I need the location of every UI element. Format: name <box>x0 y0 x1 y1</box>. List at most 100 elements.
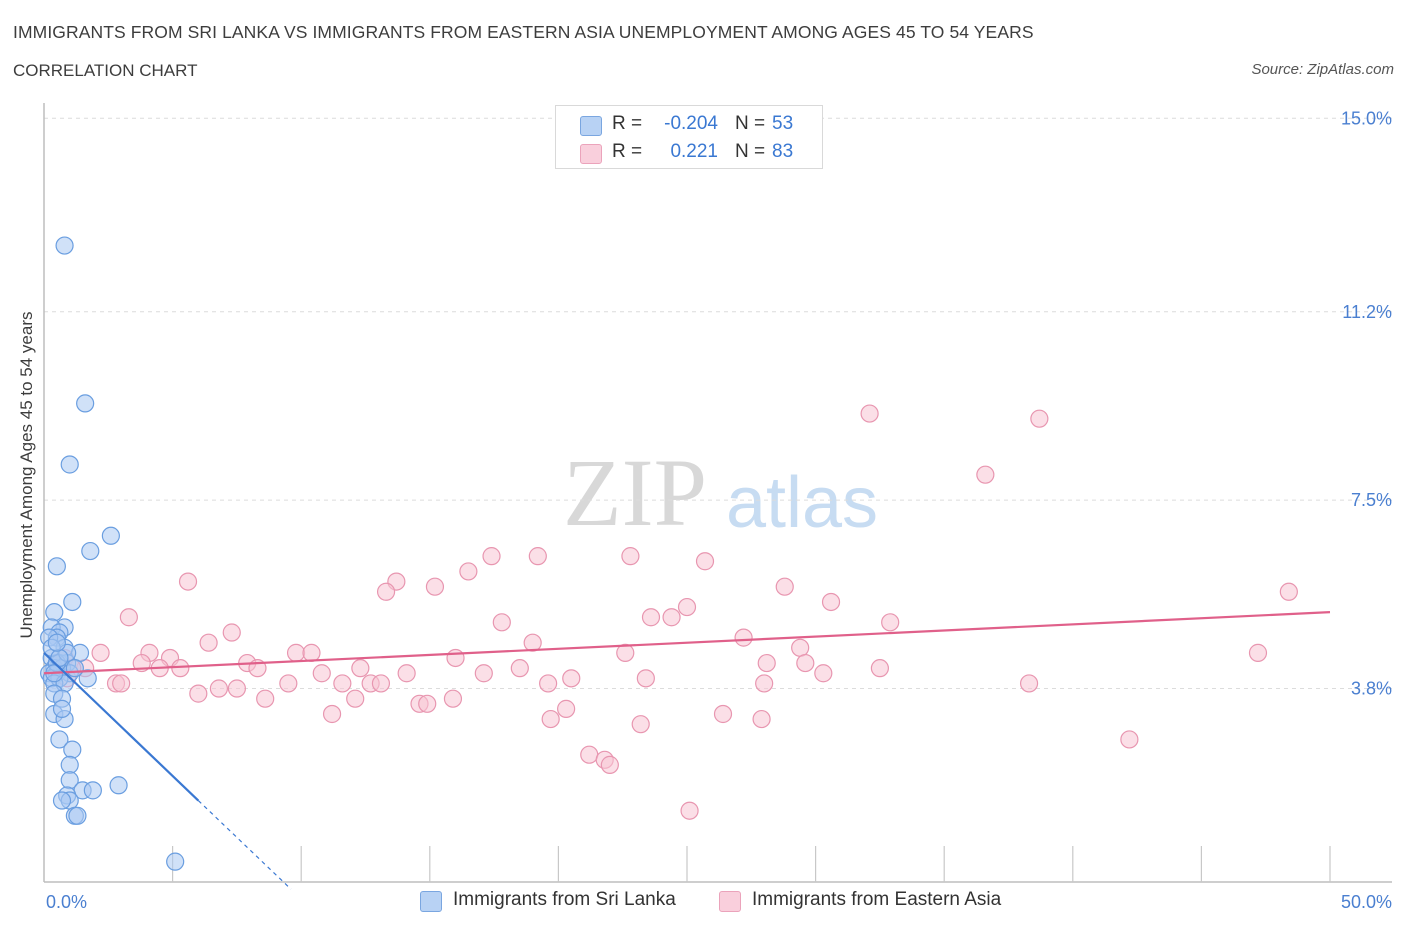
x-minor-ticks <box>172 846 1331 882</box>
bottom-legend-swatch-pink <box>719 891 741 912</box>
legend-n-label: N = <box>735 141 766 162</box>
eastern-asia-point <box>680 801 699 820</box>
eastern-asia-point <box>312 664 331 683</box>
eastern-asia-point <box>752 709 771 729</box>
sri-lanka-point <box>101 526 120 545</box>
bottom-legend-swatch-blue <box>420 891 442 912</box>
watermark: ZIP atlas <box>563 439 878 546</box>
sri-lanka-trendline-extension <box>197 800 292 890</box>
eastern-asia-point <box>662 608 681 627</box>
watermark-zip: ZIP <box>563 439 707 546</box>
sri-lanka-point <box>81 541 100 561</box>
y-tick-label: 15.0% <box>1341 108 1392 128</box>
y-tick-label: 11.2% <box>1342 302 1392 322</box>
sri-lanka-trendline <box>43 652 200 802</box>
sri-lanka-point <box>65 659 84 678</box>
eastern-asia-point <box>557 699 576 718</box>
legend-n-value: 53 <box>772 113 794 134</box>
eastern-asia-point <box>713 704 733 724</box>
x-tick-label-max: 50.0% <box>1341 892 1392 912</box>
correlation-legend: R = -0.204 N = 53 R = 0.221 N = 83 <box>555 105 823 169</box>
eastern-asia-point <box>636 669 655 688</box>
eastern-asia-point <box>695 552 715 571</box>
source-credit: Source: ZipAtlas.com <box>1251 61 1394 78</box>
eastern-asia-point <box>860 404 879 423</box>
eastern-asia-point <box>189 684 208 703</box>
sri-lanka-point <box>76 394 95 413</box>
sri-lanka-point <box>78 669 97 688</box>
trendlines <box>43 611 1331 890</box>
sri-lanka-point <box>60 755 79 774</box>
eastern-asia-point <box>641 608 661 627</box>
sri-lanka-point <box>55 236 74 255</box>
eastern-asia-point <box>616 643 635 662</box>
eastern-asia-point <box>814 664 833 683</box>
y-tick-label: 3.8% <box>1351 679 1392 699</box>
gridlines <box>44 117 1392 690</box>
eastern-asia-point <box>279 674 298 693</box>
eastern-asia-point <box>976 465 995 484</box>
eastern-asia-point <box>482 547 501 566</box>
eastern-asia-point <box>621 547 640 566</box>
eastern-asia-point <box>446 648 465 668</box>
eastern-asia-point <box>222 623 241 642</box>
eastern-asia-point <box>227 679 246 698</box>
y-tick-labels: 3.8% 7.5% 11.2% 15.0% <box>1341 108 1392 698</box>
eastern-asia-point <box>418 694 437 713</box>
eastern-asia-point <box>459 562 478 581</box>
eastern-asia-point <box>322 704 342 724</box>
eastern-asia-point <box>302 643 321 662</box>
bottom-legend-label: Immigrants from Sri Lanka <box>453 889 676 910</box>
sri-lanka-point <box>45 603 64 622</box>
eastern-asia-point <box>256 689 275 708</box>
eastern-asia-point <box>821 592 841 612</box>
eastern-asia-point <box>1248 643 1268 662</box>
eastern-asia-point <box>757 653 776 673</box>
sri-lanka-point <box>166 852 185 871</box>
sri-lanka-point <box>60 455 79 474</box>
eastern-asia-point <box>796 653 815 673</box>
eastern-asia-point <box>677 597 697 617</box>
eastern-asia-point <box>351 659 370 678</box>
legend-r-label: R = <box>612 113 643 134</box>
y-tick-label: 7.5% <box>1351 490 1392 510</box>
legend-n-label: N = <box>735 113 766 134</box>
legend-n-value: 83 <box>772 141 794 162</box>
eastern-asia-point <box>755 674 774 693</box>
sri-lanka-point <box>68 806 87 825</box>
legend-r-value: 0.221 <box>670 141 718 162</box>
eastern-asia-point <box>376 582 396 601</box>
eastern-asia-point <box>178 572 198 591</box>
sri-lanka-point <box>63 740 82 759</box>
eastern-asia-point <box>443 689 463 708</box>
eastern-asia-point <box>209 679 228 698</box>
eastern-asia-point <box>112 674 131 693</box>
eastern-asia-point <box>775 577 794 596</box>
eastern-asia-point <box>371 674 391 693</box>
legend-r-label: R = <box>612 141 643 162</box>
chart-title: IMMIGRANTS FROM SRI LANKA VS IMMIGRANTS … <box>13 22 1034 42</box>
eastern-asia-point <box>510 659 529 678</box>
eastern-asia-point <box>333 674 352 693</box>
eastern-asia-point <box>541 709 560 729</box>
sri-lanka-point <box>50 648 69 668</box>
sri-lanka-point <box>52 699 72 718</box>
eastern-asia-point <box>870 659 890 678</box>
sri-lanka-points <box>40 236 185 871</box>
eastern-asia-point <box>1030 409 1049 428</box>
eastern-asia-point <box>199 633 218 652</box>
eastern-asia-point <box>91 643 110 662</box>
x-tick-label-min: 0.0% <box>46 892 87 912</box>
eastern-asia-point <box>492 613 511 632</box>
sri-lanka-point <box>50 730 69 749</box>
eastern-asia-point <box>734 628 753 647</box>
eastern-asia-point <box>286 643 306 662</box>
eastern-asia-point <box>474 664 493 683</box>
eastern-asia-point <box>171 659 190 678</box>
eastern-asia-point <box>1279 582 1298 601</box>
chart-subtitle: CORRELATION CHART <box>13 61 198 80</box>
eastern-asia-point <box>425 577 445 596</box>
eastern-asia-point <box>539 674 558 693</box>
eastern-asia-point <box>1019 674 1039 693</box>
